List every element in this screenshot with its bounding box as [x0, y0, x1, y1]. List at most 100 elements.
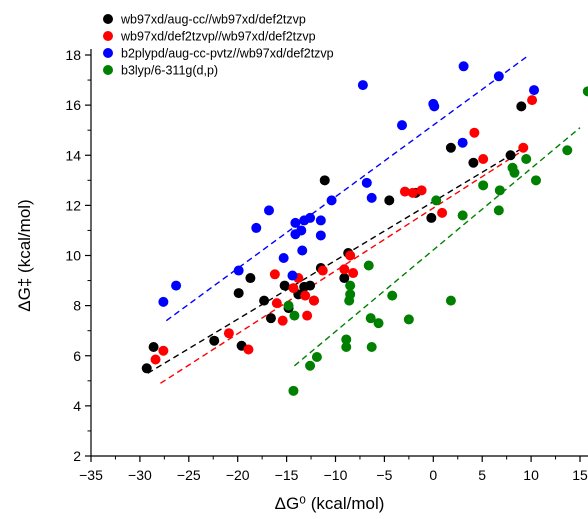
point-series-4-11 [363, 260, 374, 271]
point-series-3-9 [290, 217, 301, 228]
legend-label-series-1: wb97xd/aug-cc//wb97xd/def2tzvp [120, 13, 306, 27]
x-tick-label: −15 [275, 467, 299, 483]
point-series-1-22 [445, 142, 456, 153]
point-series-1-3 [209, 335, 220, 346]
legend-marker-series-4 [103, 65, 113, 75]
legend-label-series-4: b3lyp/6-311g(d,p) [121, 64, 218, 78]
point-series-2-4 [243, 344, 254, 355]
point-series-3-18 [361, 177, 372, 188]
point-series-4-22 [494, 185, 505, 196]
point-series-1-21 [426, 212, 437, 223]
point-series-2-7 [277, 315, 288, 326]
x-tick-label: −30 [128, 467, 152, 483]
point-series-2-22 [478, 154, 489, 165]
x-tick-label: 10 [523, 467, 539, 483]
point-series-3-2 [171, 280, 182, 291]
fit-line-series-2 [160, 147, 528, 384]
point-series-3-10 [296, 225, 307, 236]
point-series-2-13 [317, 265, 328, 276]
point-series-4-10 [345, 280, 356, 291]
point-series-3-20 [397, 120, 408, 131]
y-tick-label: 2 [73, 448, 81, 464]
point-series-2-15 [345, 250, 356, 261]
y-tick-label: 18 [65, 47, 81, 63]
point-series-2-12 [308, 295, 319, 306]
point-series-2-2 [158, 345, 169, 356]
point-series-4-5 [311, 352, 322, 363]
point-series-2-6 [271, 298, 282, 309]
point-series-4-15 [387, 290, 398, 301]
x-tick-label: −5 [376, 467, 392, 483]
fit-line-series-3 [165, 54, 530, 322]
point-series-1-7 [259, 295, 270, 306]
point-series-3-15 [315, 230, 326, 241]
point-series-3-13 [305, 212, 316, 223]
point-series-4-14 [373, 318, 384, 329]
point-series-1-24 [505, 150, 516, 161]
point-series-2-5 [269, 269, 280, 280]
point-series-3-22 [429, 101, 440, 112]
point-series-1-2 [148, 341, 159, 352]
point-series-2-21 [469, 127, 480, 138]
point-series-4-12 [365, 313, 376, 324]
data-points [141, 61, 588, 396]
y-tick-label: 16 [65, 97, 81, 113]
fit-line-series-4 [293, 127, 581, 367]
point-series-4-24 [509, 167, 520, 178]
point-series-1-19 [384, 195, 395, 206]
point-series-1-16 [319, 175, 330, 186]
legend-label-series-2: wb97xd/def2tzvp//wb97xd/def2tzvp [120, 30, 316, 44]
point-series-4-28 [582, 86, 588, 97]
y-tick-label: 12 [65, 197, 81, 213]
y-tick-label: 8 [73, 298, 81, 314]
point-series-1-6 [233, 288, 244, 299]
legend: wb97xd/aug-cc//wb97xd/def2tzvp wb97xd/def… [103, 13, 334, 78]
point-series-4-21 [493, 205, 504, 216]
point-series-2-20 [437, 207, 448, 218]
legend-marker-series-2 [103, 31, 113, 41]
point-series-4-4 [305, 360, 316, 371]
point-series-4-3 [288, 385, 299, 396]
point-series-2-10 [300, 290, 311, 301]
point-series-3-4 [251, 222, 262, 233]
point-series-3-1 [158, 296, 169, 307]
y-tick-label: 6 [73, 348, 81, 364]
point-series-4-25 [521, 154, 532, 165]
point-series-4-18 [445, 295, 456, 306]
point-series-3-11 [297, 245, 308, 256]
point-series-4-7 [341, 334, 352, 345]
y-axis-title: ΔG‡ (kcal/mol) [15, 199, 34, 311]
y-tick-label: 14 [65, 147, 81, 163]
point-series-3-6 [278, 253, 289, 264]
point-series-1-8 [265, 313, 276, 324]
point-series-1-1 [141, 363, 152, 374]
point-series-4-6 [341, 341, 352, 352]
point-series-4-2 [289, 310, 300, 321]
point-series-2-24 [527, 95, 538, 106]
point-series-2-17 [399, 186, 410, 197]
point-series-1-23 [468, 157, 479, 168]
point-series-2-14 [339, 264, 350, 275]
point-series-4-1 [283, 300, 294, 311]
point-series-2-18 [407, 187, 418, 198]
fit-lines [147, 54, 581, 384]
point-series-1-25 [516, 101, 527, 112]
point-series-3-7 [287, 270, 298, 281]
legend-marker-series-1 [103, 14, 113, 24]
point-series-3-26 [529, 85, 540, 96]
point-series-3-25 [493, 71, 504, 82]
point-series-2-23 [518, 142, 529, 153]
axes: −35 −30 −25 −20 −15 −10 −5 0 5 10 15 2 4 6 8 10 12 14 16 18 [65, 47, 588, 483]
legend-marker-series-3 [103, 48, 113, 58]
point-series-2-11 [302, 310, 313, 321]
y-tick-label: 10 [65, 248, 81, 264]
point-series-4-26 [530, 175, 541, 186]
point-series-3-19 [366, 192, 377, 203]
point-series-4-13 [366, 341, 377, 352]
point-series-4-16 [403, 314, 414, 325]
point-series-3-24 [458, 61, 469, 72]
point-series-1-5 [245, 273, 256, 284]
x-tick-label: 15 [572, 467, 588, 483]
x-tick-label: −25 [177, 467, 201, 483]
